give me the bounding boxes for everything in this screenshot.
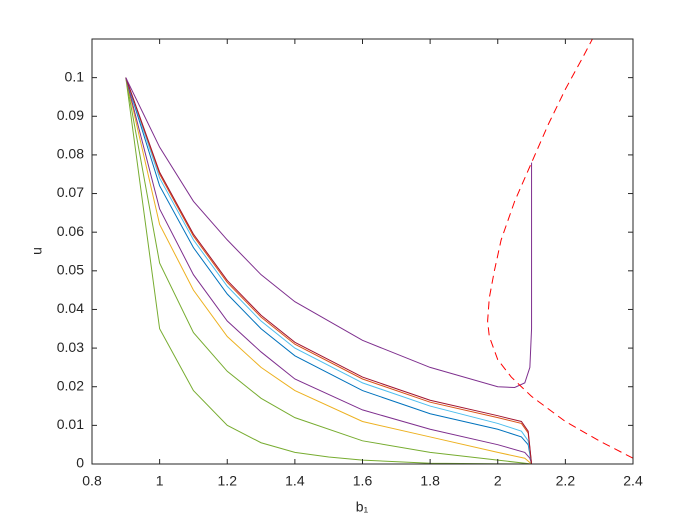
x-tick-label: 1.4 bbox=[285, 473, 305, 489]
y-tick-label: 0.07 bbox=[57, 184, 84, 200]
y-tick-label: 0.08 bbox=[57, 146, 84, 162]
y-tick-label: 0 bbox=[76, 455, 84, 471]
y-axis-label: u bbox=[29, 247, 45, 255]
curve bbox=[125, 77, 533, 464]
curve bbox=[487, 39, 633, 459]
curve bbox=[125, 77, 533, 389]
curve bbox=[125, 77, 533, 464]
x-tick-label: 1.8 bbox=[420, 473, 440, 489]
y-tick-label: 0.02 bbox=[57, 377, 84, 393]
y-tick-label: 0.01 bbox=[57, 416, 84, 432]
x-tick-label: 1 bbox=[156, 473, 164, 489]
x-tick-label: 2 bbox=[494, 473, 502, 489]
curve bbox=[125, 77, 533, 464]
curve bbox=[125, 77, 533, 464]
curve bbox=[125, 77, 532, 464]
x-axis-label: b₁ bbox=[356, 499, 369, 515]
x-tick-label: 2.4 bbox=[623, 473, 643, 489]
y-tick-label: 0.03 bbox=[57, 339, 84, 355]
x-tick-label: 0.8 bbox=[82, 473, 102, 489]
curve bbox=[125, 77, 532, 464]
x-tick-label: 1.6 bbox=[353, 473, 373, 489]
curve bbox=[125, 77, 533, 464]
x-tick-label: 1.2 bbox=[218, 473, 238, 489]
y-tick-label: 0.05 bbox=[57, 262, 84, 278]
y-tick-label: 0.1 bbox=[65, 68, 85, 84]
curve bbox=[125, 77, 532, 464]
y-tick-label: 0.09 bbox=[57, 107, 84, 123]
y-tick-label: 0.06 bbox=[57, 223, 84, 239]
x-tick-label: 2.2 bbox=[556, 473, 576, 489]
y-tick-label: 0.04 bbox=[57, 300, 84, 316]
